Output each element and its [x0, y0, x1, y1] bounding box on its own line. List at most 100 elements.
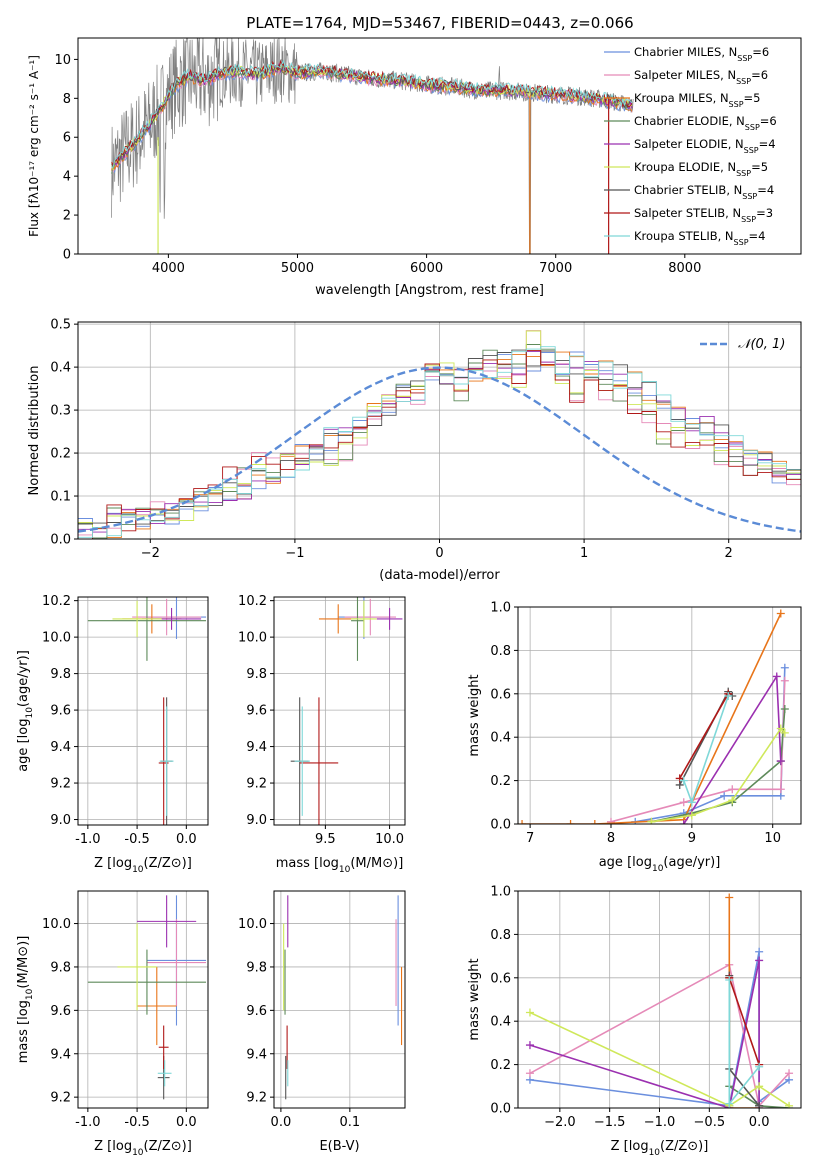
spectrum-legend-label-8: Kroupa STELIB, NSSP=4: [634, 229, 765, 247]
spectrum-axes-ytick-label-2: 4: [63, 170, 71, 185]
age_vs_Z-axes-marks: [87, 597, 207, 825]
age_vs_mass-axes-ytick-label-5: 10.0: [238, 631, 267, 646]
age_vs_Z-ylabel-sub: 10: [25, 707, 35, 719]
age_vs_Z-ylabel-pre: age [log: [16, 719, 31, 772]
mass_weight_vs_age-series-marker-2-2: [590, 820, 599, 824]
residuals-xlabel: (data-model)/error: [379, 568, 500, 583]
spectrum-legend-label-0-post: =6: [752, 45, 769, 59]
mass_weight_vs_Z-axes-marks: [525, 893, 794, 1108]
residuals-axes-ytick-label-4: 0.4: [50, 361, 71, 376]
mass_weight_vs_Z-axes-ytick-label-5: 1.0: [490, 885, 511, 900]
spectrum-legend-label-7-post: =3: [756, 206, 773, 220]
spectrum-legend-label-8-pre: Kroupa STELIB, N: [634, 229, 734, 243]
mass_vs_Z-axes-ytick-label-0: 9.2: [50, 1091, 71, 1106]
mass_weight_vs_Z-series-line-2: [728, 897, 760, 1108]
mass_weight_vs_age-series-marker-1-2: [728, 785, 737, 794]
mass_weight_vs_age-series-marker-2-4: [776, 609, 785, 618]
mass_weight_vs_Z-xlabel-pre: Z [log: [611, 1139, 649, 1154]
residuals-axes-xtick-label-2: 0: [435, 546, 443, 561]
mass_vs_Z-axes: -1.0 -0.5 0.0 9.2 9.4 9.6 9.8 10.0: [42, 890, 209, 1130]
spectrum-legend-label-4-pre: Salpeter ELODIE, N: [634, 137, 744, 151]
age_vs_mass-axes: 9.5 10.0 9.0 9.2 9.4 9.6 9.8 10.0 10.2: [238, 594, 406, 847]
mass_weight_vs_Z-series-line-4: [529, 960, 760, 1108]
mass_weight_vs_Z-xlabel-post: (Z/Z⊙)]: [660, 1139, 708, 1154]
mass_weight_vs_Z-axes-xtick-label-1: −1.5: [594, 1115, 626, 1130]
mass_weight_vs_age-axes-xtick-label-1: 8: [607, 831, 615, 846]
mass_weight_vs_age-xlabel-post: (age/yr)]: [663, 855, 720, 870]
mass_weight_vs_age-series-marker-8-1: [687, 798, 696, 807]
spectrum-legend-label-5-pre: Kroupa ELODIE, N: [634, 160, 736, 174]
spectrum-legend-label-6-post: =4: [757, 183, 774, 197]
spectrum-legend-label-2-sub: SSP: [729, 100, 744, 109]
spectrum-axes: 4000 5000 6000 7000 8000 0 2 4 6 8 10: [54, 37, 802, 276]
mass_vs_Z-xlabel: Z [log10(Z/Z⊙)]: [94, 1139, 192, 1158]
age_vs_mass-axes-ytick-label-6: 10.2: [238, 594, 267, 609]
age_vs_Z-ylabel: age [log10(age/yr)]: [16, 650, 35, 772]
mass_vs_Z-axes-xtick-label-2: 0.0: [176, 1115, 197, 1130]
mass_weight_vs_age-series-marker-1-3: [776, 785, 785, 794]
ebv-axes-ytick-label-1: 9.4: [246, 1047, 267, 1062]
mass_weight_vs_age-series-marker-7-0: [675, 774, 684, 783]
mass_vs_Z-axes-frame: [77, 890, 209, 1109]
mass_weight_vs_age-axes-ytick-label-5: 1.0: [490, 601, 511, 616]
mass_weight_vs_Z-series-marker-8-2: [755, 1062, 764, 1071]
mass_weight_vs_age-axes-ytick-label-4: 0.8: [490, 644, 511, 659]
spectrum-legend-label-1-pre: Salpeter MILES, N: [634, 68, 736, 82]
residuals-axes-ytick-label-3: 0.3: [50, 404, 71, 419]
age_vs_mass-axes-marks: [290, 597, 403, 825]
mass_weight_vs_age-ylabel: mass weight: [467, 674, 482, 756]
ebv-axes-marks: [283, 895, 403, 1100]
age_vs_mass-axes-frame: [273, 596, 406, 826]
mass_weight_vs_age-series-marker-1-4: [780, 676, 789, 685]
mass_weight_vs_age-series-marker-2-1: [566, 820, 575, 824]
mass_vs_Z-axes-ytick-label-4: 10.0: [42, 917, 71, 932]
mass_weight_vs_Z-xlabel-sub: 10: [649, 1148, 661, 1158]
residuals-axes-xtick-label-0: −2: [141, 546, 160, 561]
spectrum-legend-label-3-pre: Chabrier ELODIE, N: [634, 114, 745, 128]
age_vs_mass-xlabel: mass [log10(M/M⊙)]: [276, 856, 404, 875]
spectrum-legend-label-7-sub: SSP: [741, 215, 756, 224]
spectrum-axes-xtick-label-4: 8000: [668, 261, 701, 276]
mass_weight_vs_age-series-marker-4-2: [776, 757, 785, 766]
mass_vs_Z-axes-ytick-label-2: 9.6: [50, 1004, 71, 1019]
spectrum-axes-xtick-label-3: 7000: [539, 261, 572, 276]
mass_weight_vs_Z-series-marker-5-0: [525, 1008, 534, 1017]
residuals-axes-xtick-label-3: 1: [580, 546, 588, 561]
mass_weight_vs_Z-axes-xtick-label-2: −1.0: [644, 1115, 676, 1130]
spectrum-legend-label-6-sub: SSP: [742, 192, 757, 201]
mass_weight_vs_Z-series-line-5: [529, 1011, 790, 1107]
mass_weight_vs_age-series-marker-4-0: [679, 820, 688, 824]
spectrum-axes-xtick-label-2: 6000: [410, 261, 443, 276]
figure-title: PLATE=1764, MJD=53467, FIBERID=0443, z=0…: [246, 14, 633, 32]
spectrum-axes-marks: [111, 38, 634, 254]
age_vs_Z-axes-ytick-label-2: 9.4: [50, 740, 71, 755]
residuals-legend-label: 𝒩(0, 1): [738, 337, 785, 352]
ebv-axes-xtick-label-0: 0.0: [271, 1115, 292, 1130]
age_vs_Z-axes-xtick-label-1: -0.5: [124, 832, 149, 847]
mass_weight_vs_age-series-marker-2-0: [518, 820, 527, 824]
age_vs_Z-axes-ytick-label-0: 9.0: [50, 813, 71, 828]
mass_weight_vs_Z-axes-frame: [517, 890, 802, 1109]
mass_weight_vs_age-axes-xtick-label-0: 7: [526, 831, 534, 846]
age_vs_Z-axes-ytick-label-1: 9.2: [50, 777, 71, 792]
residuals-axes-ytick-label-2: 0.2: [50, 447, 71, 462]
spectrum-axes-xtick-label-0: 4000: [152, 261, 185, 276]
mass_weight_vs_age-series-marker-5-0: [647, 817, 656, 824]
mass_weight_vs_age-series-marker-5-1: [687, 811, 696, 820]
mass_weight_vs_age-series-marker-8-2: [724, 691, 733, 700]
spectrum-legend-label-8-post: =4: [749, 229, 766, 243]
ebv-axes-ytick-label-3: 9.8: [246, 960, 267, 975]
age_vs_mass-axes-ytick-label-4: 9.8: [246, 667, 267, 682]
spectrum-model-line-7: [111, 59, 633, 167]
mass_weight_vs_Z-series-marker-4-0: [525, 1041, 534, 1050]
mass_weight_vs_Z-series-marker-8-0: [725, 975, 734, 984]
spectrum-legend-label-7-pre: Salpeter STELIB, N: [634, 206, 741, 220]
mass_weight_vs_Z-axes-ytick-label-4: 0.8: [490, 928, 511, 943]
spectrum-legend-label-4-post: =4: [759, 137, 776, 151]
mass_vs_Z-xlabel-sub: 10: [132, 1148, 144, 1158]
mass_weight_vs_age-series-marker-1-1: [679, 798, 688, 807]
mass_weight_vs_age-xlabel-sub: 10: [652, 864, 664, 874]
